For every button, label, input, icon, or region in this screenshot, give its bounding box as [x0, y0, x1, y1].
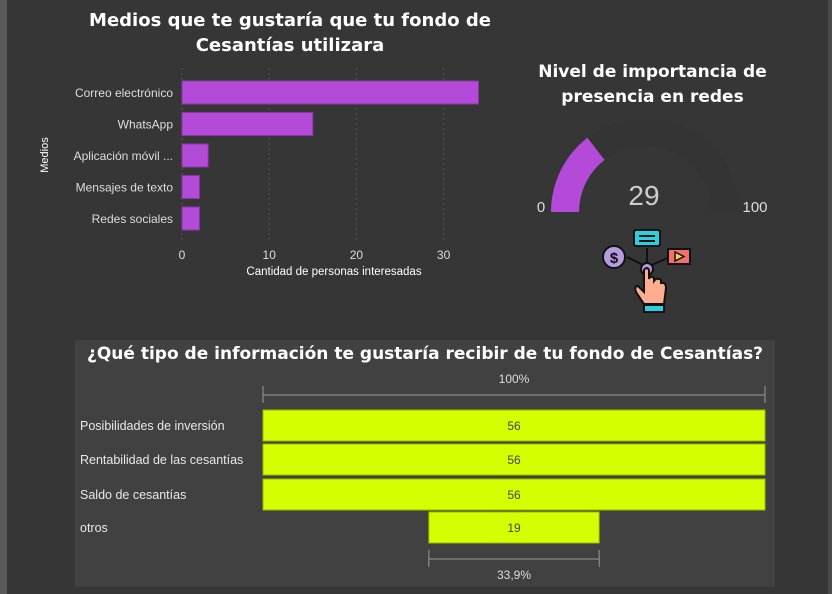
- gauge-title: Nivel de importancia de presencia en red…: [538, 62, 767, 107]
- funnel-category-label: Posibilidades de inversión: [80, 419, 225, 433]
- social-media-hand-icon: $: [602, 229, 691, 313]
- bar: [181, 206, 200, 231]
- funnel-value-label: 56: [507, 453, 521, 467]
- gauge-min: 0: [537, 199, 545, 216]
- svg-text:$: $: [610, 250, 619, 267]
- gauge-chart: 0 29 100 $: [537, 120, 768, 313]
- gauge-value: 29: [628, 180, 659, 211]
- bar: [181, 112, 314, 136]
- funnel-title: ¿Qué tipo de información te gustaría rec…: [86, 344, 764, 364]
- left-border: [0, 0, 7, 594]
- funnel-category-label: Saldo de cesantías: [80, 488, 186, 502]
- bar: [181, 143, 209, 168]
- right-border: [828, 0, 832, 594]
- x-tick-label: 20: [350, 248, 364, 262]
- funnel-bar: [262, 409, 766, 442]
- y-tick-label: Correo electrónico: [75, 86, 173, 100]
- funnel-bar: [262, 443, 766, 476]
- x-tick-label: 0: [179, 248, 186, 262]
- gauge-fill: [551, 137, 605, 212]
- funnel-value-label: 56: [507, 419, 521, 433]
- funnel-bar: [262, 478, 766, 511]
- y-axis-label: Medios: [39, 137, 51, 173]
- funnel-value-label: 19: [507, 521, 521, 535]
- funnel-bar: [428, 511, 600, 544]
- funnel-top-pct: 100%: [499, 372, 530, 386]
- funnel-category-label: otros: [80, 521, 108, 535]
- y-tick-label: Aplicación móvil ...: [74, 149, 173, 163]
- x-tick-label: 10: [263, 248, 277, 262]
- funnel-value-label: 56: [507, 488, 521, 502]
- funnel-chart: 100% 33,9% 56 Posibilidades de inversión 5…: [80, 372, 766, 582]
- funnel-bottom-pct: 33,9%: [497, 568, 531, 582]
- x-axis-label: Cantidad de personas interesadas: [246, 266, 421, 278]
- bar: [181, 175, 200, 199]
- gauge-track: [551, 120, 739, 212]
- y-tick-label: Mensajes de texto: [76, 181, 174, 195]
- funnel-panel: ¿Qué tipo de información te gustaría rec…: [75, 340, 775, 587]
- funnel-category-label: Rentabilidad de las cesantías: [80, 453, 243, 467]
- bar-chart: 0 10 20 30 Correo electrónico WhatsApp Aplicac…: [39, 68, 479, 278]
- bar-chart-title: Medios que te gustaría que tu fondo de C…: [89, 10, 491, 56]
- y-tick-label: WhatsApp: [118, 118, 174, 132]
- x-tick-label: 30: [437, 248, 451, 262]
- bar: [181, 80, 479, 105]
- y-tick-label: Redes sociales: [92, 212, 173, 226]
- gauge-max: 100: [742, 199, 767, 216]
